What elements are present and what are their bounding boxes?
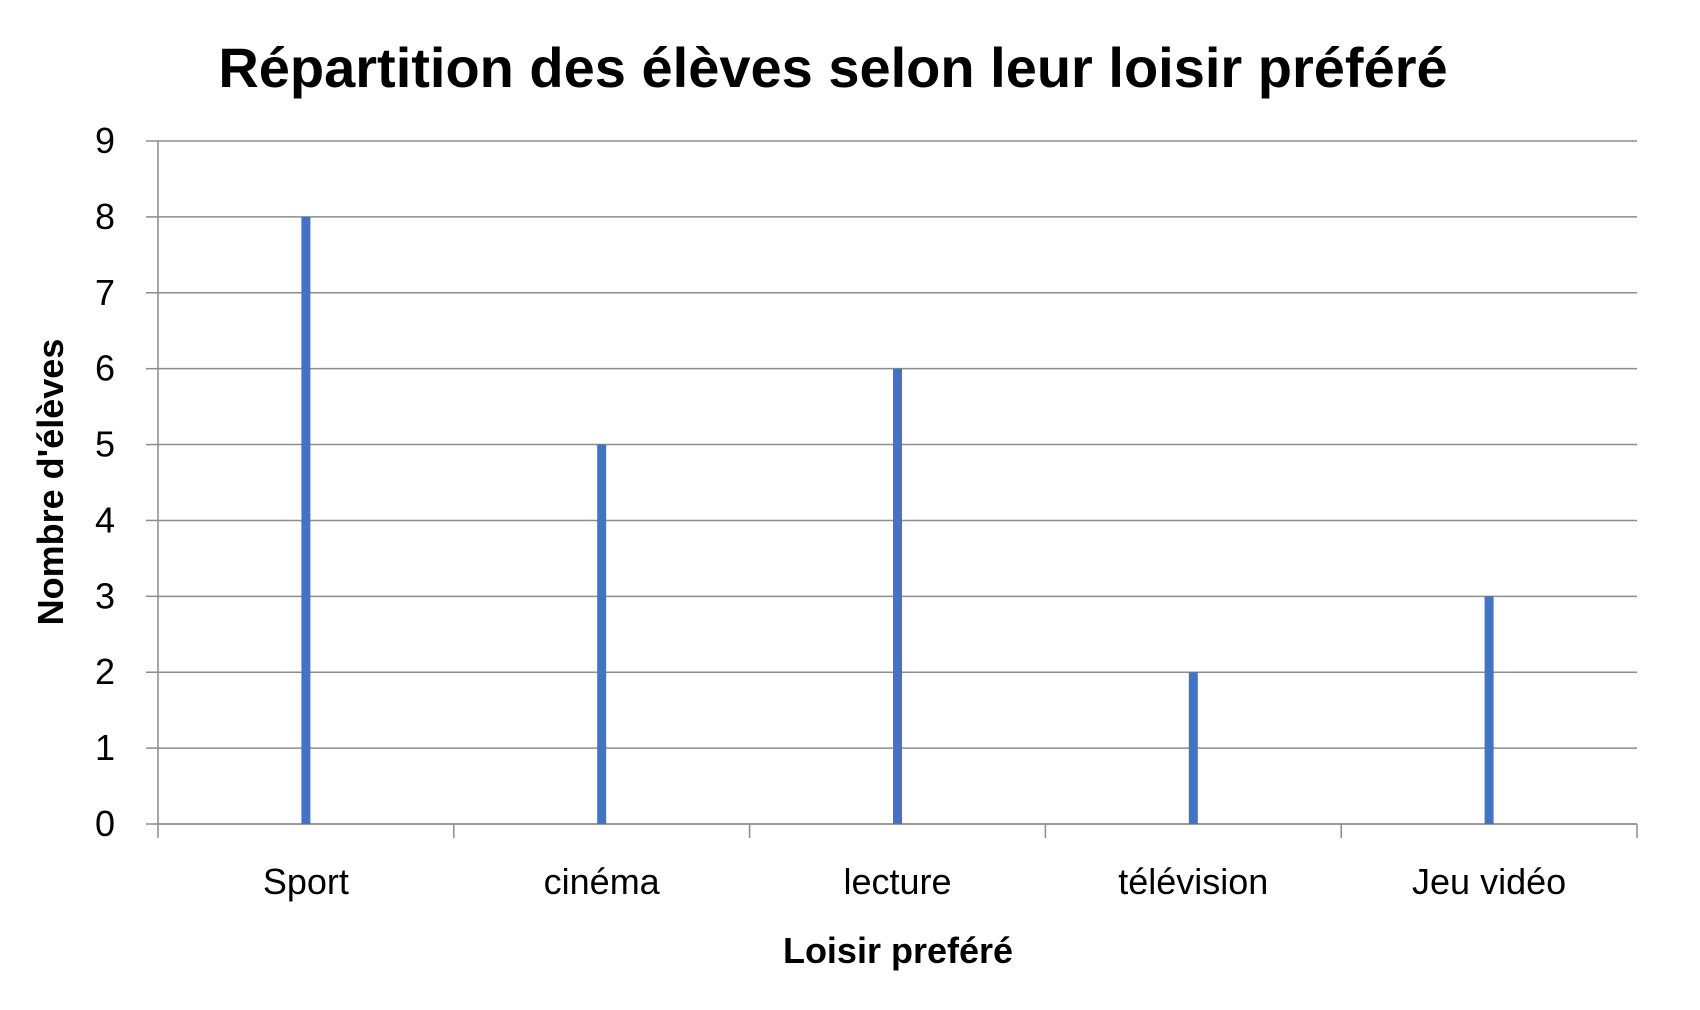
y-tick-label: 2	[95, 651, 115, 692]
y-tick-label: 9	[95, 120, 115, 161]
chart-title: Répartition des élèves selon leur loisir…	[218, 36, 1447, 99]
bar	[893, 368, 902, 824]
bar	[301, 216, 311, 824]
bars	[301, 216, 1494, 824]
x-tick-label: Sport	[263, 861, 349, 902]
y-tick-label: 0	[95, 803, 115, 844]
x-tick-label: Jeu vidéo	[1412, 861, 1566, 902]
y-tick-label: 3	[95, 575, 115, 616]
y-tick-label: 1	[95, 727, 115, 768]
x-axis-title: Loisir preféré	[783, 930, 1013, 971]
x-tick-label: cinéma	[544, 861, 661, 902]
y-tick-label: 4	[95, 499, 115, 540]
y-tick-label: 7	[95, 272, 115, 313]
bar	[597, 444, 607, 824]
x-axis: Sport cinéma lecture télévision Jeu vidéo	[157, 823, 1638, 902]
x-tick-label: télévision	[1118, 861, 1268, 902]
y-axis-title: Nombre d'élèves	[30, 339, 71, 626]
x-tick-label: lecture	[843, 861, 951, 902]
y-tick-label: 8	[95, 196, 115, 237]
y-tick-label: 6	[95, 348, 115, 389]
bar	[1188, 672, 1198, 824]
y-tick-label: 5	[95, 424, 115, 465]
bar	[1484, 596, 1494, 824]
y-axis: 0 1 2 3 4 5 6 7 8 9	[95, 120, 159, 844]
